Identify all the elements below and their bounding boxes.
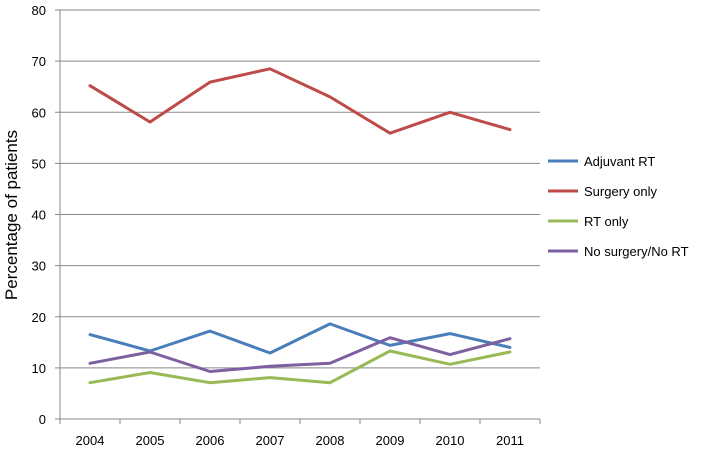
legend-label: Adjuvant RT [584,154,655,169]
y-tick-label: 60 [32,105,46,120]
series-line-adjuvant-rt [88,322,512,355]
tick-labels: 0 10 20 30 40 50 60 70 80 2004 2005 2006 2007 2008 200… [32,3,524,448]
tick-marks [55,9,541,424]
legend-label: No surgery/No RT [584,244,689,259]
series-lines [88,67,512,385]
x-tick-label: 2005 [136,433,165,448]
y-tick-label: 40 [32,208,46,223]
x-tick-label: 2009 [376,433,405,448]
y-tick-label: 0 [39,412,46,427]
x-tick-label: 2008 [316,433,345,448]
series-line-rt-only [88,349,512,385]
y-tick-label: 20 [32,310,46,325]
y-axis-label: Percentage of patients [2,130,21,300]
y-tick-label: 10 [32,361,46,376]
x-tick-label: 2004 [76,433,105,448]
y-tick-label: 70 [32,54,46,69]
series-line-surgery-only [88,67,512,135]
series-line-no-surgery-no-rt [88,336,512,373]
x-tick-label: 2011 [496,433,524,448]
y-tick-label: 30 [32,259,46,274]
x-tick-label: 2007 [256,433,285,448]
legend-label: Surgery only [584,184,657,199]
y-tick-label: 80 [32,3,46,18]
legend-label: RT only [584,214,629,229]
x-tick-label: 2010 [436,433,465,448]
legend: Adjuvant RT Surgery only RT only No surgery… [548,154,689,259]
y-tick-label: 50 [32,156,46,171]
x-tick-label: 2006 [196,433,225,448]
gridlines [60,9,540,369]
